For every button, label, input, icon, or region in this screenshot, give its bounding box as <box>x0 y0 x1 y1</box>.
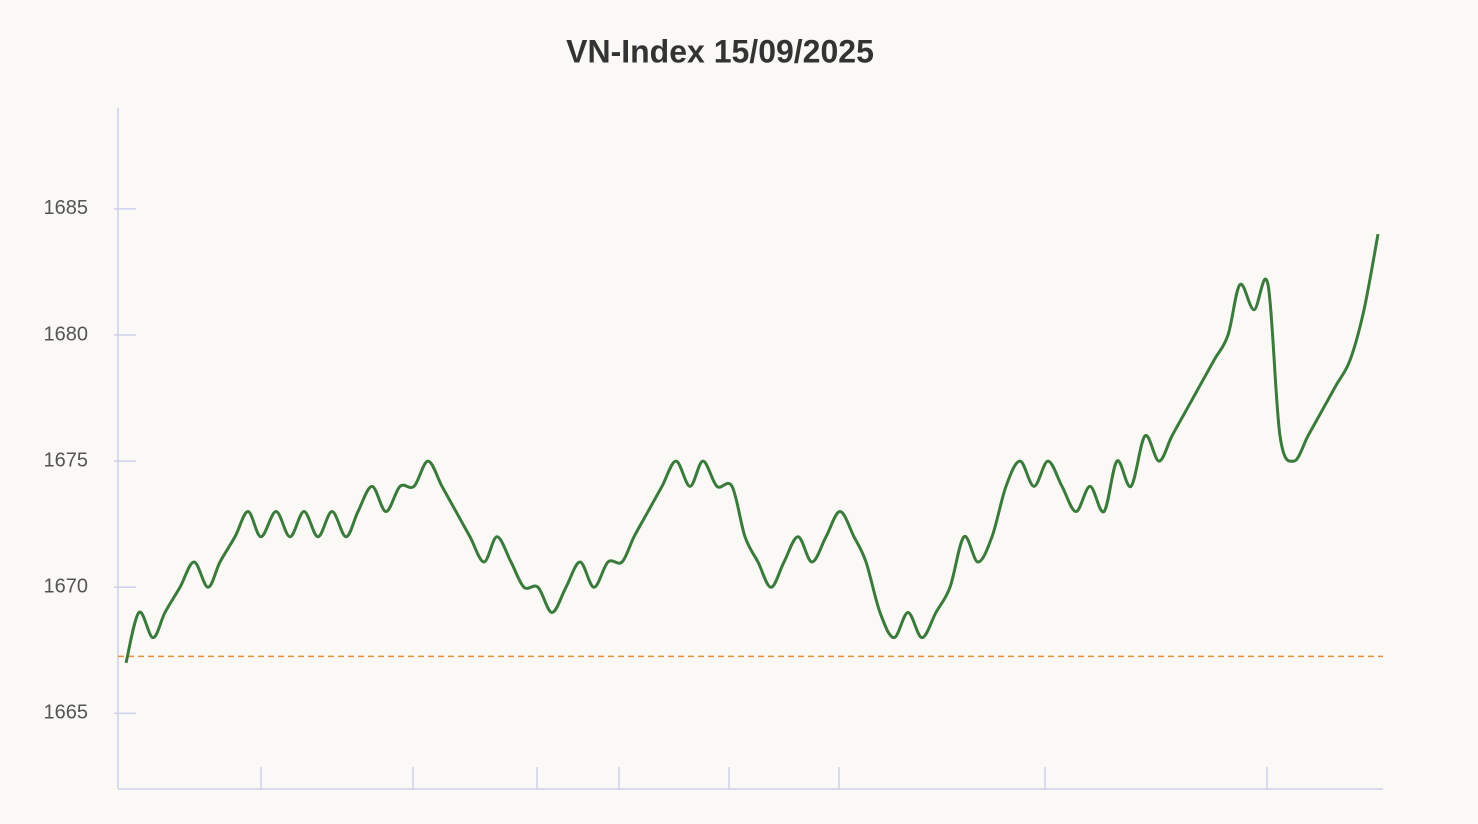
y-tick-label: 1665 <box>44 702 89 724</box>
y-tick-label: 1685 <box>44 197 89 219</box>
y-tick-label: 1680 <box>44 323 89 345</box>
y-tick-label: 1670 <box>44 576 89 598</box>
y-tick-label: 1675 <box>44 449 89 471</box>
line-series <box>124 233 1380 664</box>
chart-title: VN-Index 15/09/2025 <box>566 33 874 69</box>
